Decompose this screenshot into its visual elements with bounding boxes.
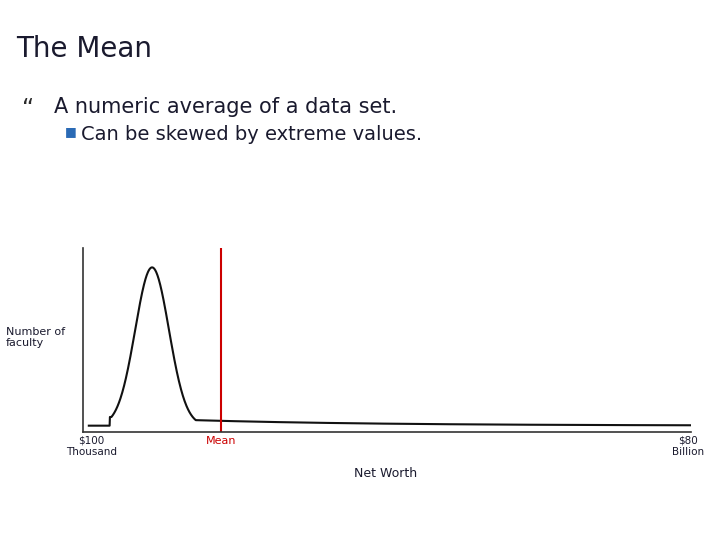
- Text: Contemporary Psychology: Contemporary Psychology: [13, 511, 177, 524]
- Text: Number of
faculty: Number of faculty: [6, 327, 65, 348]
- Text: A numeric average of a data set.: A numeric average of a data set.: [54, 97, 397, 117]
- Text: $80
Billion: $80 Billion: [672, 436, 703, 457]
- Text: “: “: [22, 97, 34, 121]
- Text: The Mean: The Mean: [16, 35, 152, 63]
- Text: Net Worth: Net Worth: [354, 467, 417, 480]
- Text: ■: ■: [65, 125, 76, 138]
- Text: Mean: Mean: [206, 436, 237, 446]
- Text: ©  2016 Cengage Learning: © 2016 Cengage Learning: [536, 511, 707, 524]
- Text: Can be skewed by extreme values.: Can be skewed by extreme values.: [81, 125, 422, 144]
- Text: $100
Thousand: $100 Thousand: [66, 436, 117, 457]
